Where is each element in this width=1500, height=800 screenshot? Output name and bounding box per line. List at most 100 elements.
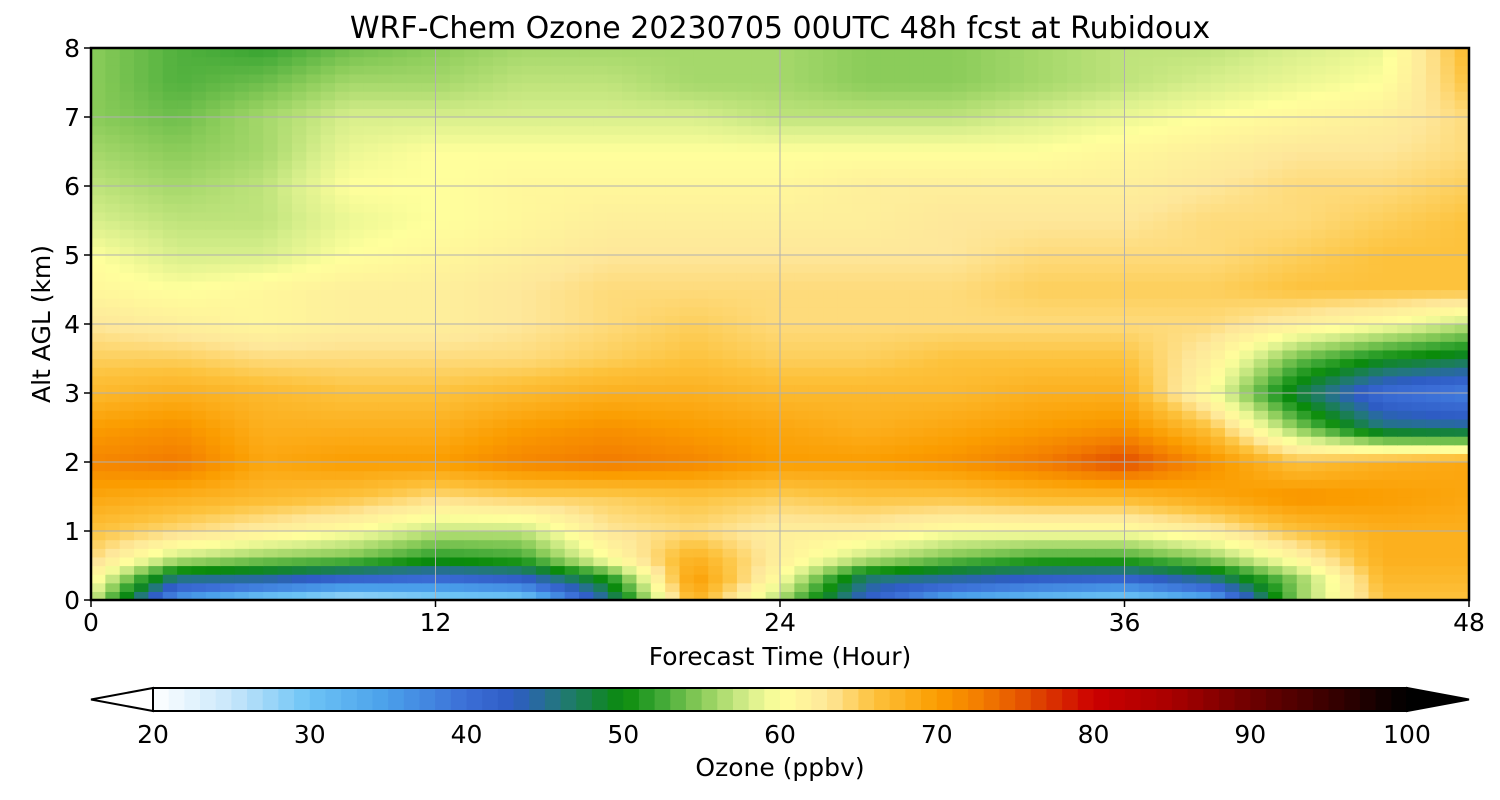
heatmap-cell: [894, 556, 910, 567]
heatmap-cell: [1067, 324, 1083, 334]
heatmap-cell: [492, 436, 508, 446]
heatmap-cell: [995, 315, 1011, 325]
heatmap-cell: [808, 479, 824, 489]
heatmap-cell: [306, 237, 322, 247]
heatmap-cell: [579, 211, 594, 222]
heatmap-cell: [937, 522, 953, 532]
heatmap-cell: [622, 539, 638, 549]
heatmap-cell: [636, 298, 652, 308]
heatmap-cell: [550, 349, 566, 360]
heatmap-cell: [306, 263, 322, 273]
heatmap-cell: [550, 470, 566, 480]
heatmap-cell: [1325, 315, 1341, 325]
heatmap-cell: [291, 168, 307, 178]
heatmap-cell: [1124, 487, 1140, 498]
heatmap-cell: [1368, 531, 1384, 541]
heatmap-cell: [794, 582, 810, 592]
heatmap-cell: [593, 160, 609, 170]
heatmap-cell: [636, 211, 652, 222]
heatmap-cell: [851, 263, 867, 273]
heatmap-cell: [1038, 539, 1054, 549]
heatmap-cell: [177, 410, 193, 420]
heatmap-cell: [535, 315, 551, 325]
heatmap-cell: [1052, 151, 1068, 161]
heatmap-cell: [406, 470, 422, 480]
heatmap-cell: [320, 505, 336, 515]
heatmap-cell: [808, 487, 824, 498]
heatmap-cell: [780, 151, 795, 161]
heatmap-cell: [1210, 513, 1226, 523]
heatmap-cell: [363, 151, 379, 161]
heatmap-cell: [1124, 453, 1140, 463]
heatmap-cell: [535, 548, 551, 558]
heatmap-cell: [679, 522, 695, 532]
heatmap-cell: [952, 229, 968, 239]
heatmap-cell: [521, 298, 537, 308]
heatmap-cell: [550, 384, 566, 394]
heatmap-cell: [248, 531, 264, 541]
heatmap-cell: [794, 272, 810, 282]
heatmap-cell: [808, 375, 824, 385]
heatmap-cell: [392, 349, 408, 360]
heatmap-cell: [1224, 401, 1240, 411]
heatmap-cell: [736, 177, 752, 187]
heatmap-cell: [1009, 194, 1025, 204]
heatmap-cell: [248, 487, 264, 498]
heatmap-cell: [1124, 341, 1140, 351]
heatmap-cell: [1440, 539, 1456, 549]
heatmap-cell: [1354, 229, 1370, 239]
heatmap-cell: [693, 203, 709, 213]
heatmap-cell: [794, 427, 810, 437]
heatmap-cell: [665, 186, 681, 196]
heatmap-cell: [1110, 410, 1126, 420]
heatmap-cell: [866, 341, 882, 351]
heatmap-cell: [1009, 341, 1025, 351]
heatmap-cell: [808, 324, 824, 334]
heatmap-cell: [622, 280, 638, 291]
heatmap-cell: [995, 229, 1011, 239]
heatmap-cell: [363, 479, 379, 489]
heatmap-cell: [1196, 427, 1212, 437]
heatmap-cell: [995, 410, 1011, 420]
heatmap-cell: [191, 436, 207, 446]
heatmap-cell: [1440, 496, 1456, 506]
heatmap-cell: [148, 375, 164, 385]
heatmap-cell: [1124, 591, 1140, 600]
heatmap-cell: [1440, 574, 1456, 584]
heatmap-cell: [794, 194, 810, 204]
heatmap-cell: [866, 220, 882, 230]
heatmap-cell: [823, 211, 839, 222]
heatmap-cell: [1425, 280, 1441, 291]
heatmap-cell: [1454, 220, 1469, 230]
heatmap-cell: [478, 591, 494, 600]
heatmap-cell: [736, 418, 752, 429]
heatmap-cell: [306, 272, 322, 282]
heatmap-cell: [220, 168, 236, 178]
heatmap-cell: [1268, 211, 1283, 222]
heatmap-cell: [851, 582, 867, 592]
heatmap-cell: [406, 462, 422, 472]
heatmap-cell: [1067, 280, 1083, 291]
heatmap-cell: [952, 203, 968, 213]
heatmap-cell: [1368, 168, 1384, 178]
heatmap-cell: [593, 306, 609, 316]
heatmap-cell: [492, 427, 508, 437]
heatmap-cell: [866, 177, 882, 187]
heatmap-cell: [406, 548, 422, 558]
heatmap-cell: [1296, 220, 1312, 230]
heatmap-cell: [1268, 582, 1283, 592]
heatmap-cell: [105, 531, 121, 541]
heatmap-cell: [851, 531, 867, 541]
heatmap-cell: [1454, 298, 1469, 308]
heatmap-cell: [1124, 306, 1140, 316]
heatmap-cell: [1339, 160, 1355, 170]
heatmap-cell: [1095, 341, 1111, 351]
heatmap-cell: [320, 237, 336, 247]
heatmap-cell: [708, 177, 724, 187]
heatmap-cell: [1009, 237, 1025, 247]
heatmap-cell: [980, 211, 996, 222]
heatmap-cell: [923, 255, 939, 265]
heatmap-cell: [1382, 539, 1398, 549]
heatmap-cell: [363, 418, 379, 429]
heatmap-cell: [1425, 324, 1441, 334]
